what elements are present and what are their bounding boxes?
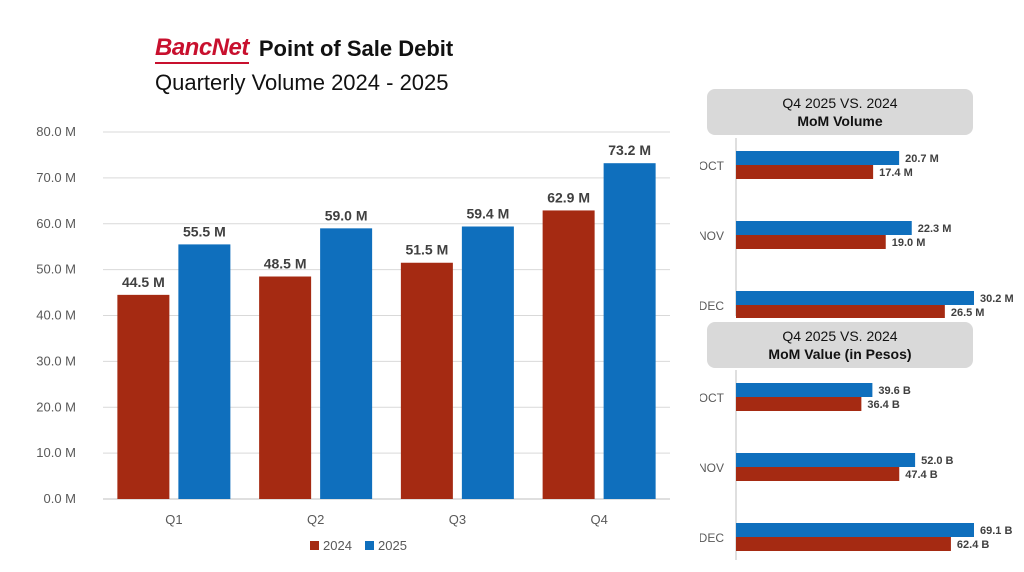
bar-2025 (736, 383, 873, 397)
bar-2024 (736, 235, 886, 249)
y-tick-label: 0.0 M (43, 491, 76, 506)
category-label: NOV (700, 229, 724, 243)
data-label: 48.5 M (264, 256, 307, 272)
category-label: OCT (700, 159, 725, 173)
x-tick-label: Q4 (590, 512, 607, 527)
data-label: 39.6 B (878, 385, 910, 397)
bar-2024 (117, 294, 170, 499)
y-tick-label: 50.0 M (36, 262, 76, 277)
legend-label-2025: 2025 (378, 538, 407, 553)
bar-2025 (320, 228, 373, 499)
mom-volume-chart: OCT 20.7 M 17.4 M NOV 22.3 M 19.0 M DEC 30.2 M 2… (700, 138, 1014, 318)
data-label: 69.1 B (980, 525, 1012, 537)
y-tick-label: 80.0 M (36, 124, 76, 139)
bar-2025 (603, 163, 656, 499)
bar-2024 (736, 397, 862, 411)
bar-2024 (736, 305, 945, 318)
data-label: 30.2 M (980, 293, 1014, 305)
category-label: OCT (700, 391, 725, 405)
x-tick-label: Q3 (449, 512, 466, 527)
x-tick-label: Q1 (165, 512, 182, 527)
data-label: 47.4 B (905, 469, 937, 481)
bar-2025 (736, 151, 900, 165)
value-panel-title-line1: Q4 2025 VS. 2024 (782, 328, 898, 344)
bar-2024 (736, 165, 874, 179)
value-panel-title-line2: MoM Value (in Pesos) (768, 346, 912, 362)
bar-2025 (736, 221, 912, 235)
data-label: 26.5 M (951, 307, 985, 318)
category-label: DEC (700, 299, 724, 313)
y-tick-label: 70.0 M (36, 170, 76, 185)
data-label: 52.0 B (921, 455, 953, 467)
data-label: 55.5 M (183, 223, 226, 239)
data-label: 44.5 M (122, 274, 165, 290)
bar-2024 (259, 276, 312, 499)
bar-2024 (736, 537, 951, 551)
legend-swatch-2024 (310, 541, 319, 550)
bancnet-logo: BancNet (155, 34, 249, 64)
chart-header: BancNet Point of Sale Debit Quarterly Vo… (155, 34, 453, 96)
data-label: 59.4 M (466, 206, 509, 222)
y-tick-label: 60.0 M (36, 216, 76, 231)
bar-2025 (736, 523, 974, 537)
data-label: 62.4 B (957, 539, 989, 551)
volume-panel-title-line1: Q4 2025 VS. 2024 (782, 95, 898, 111)
data-label: 51.5 M (405, 242, 448, 258)
brand-row: BancNet Point of Sale Debit (155, 34, 453, 64)
bar-2024 (542, 210, 595, 500)
category-label: NOV (700, 461, 724, 475)
x-tick-label: Q2 (307, 512, 324, 527)
y-tick-label: 30.0 M (36, 353, 76, 368)
y-tick-label: 10.0 M (36, 445, 76, 460)
legend-swatch-2025 (365, 541, 374, 550)
data-label: 20.7 M (905, 153, 939, 165)
quarterly-volume-chart: 0.0 M 10.0 M 20.0 M 30.0 M 40.0 M 50.0 M 60.0 … (36, 124, 670, 553)
data-label: 19.0 M (892, 237, 926, 249)
chart-subtitle: Quarterly Volume 2024 - 2025 (155, 70, 449, 95)
y-tick-label: 20.0 M (36, 399, 76, 414)
volume-panel-header: Q4 2025 VS. 2024 MoM Volume (707, 89, 973, 135)
data-label: 17.4 M (879, 167, 913, 179)
data-label: 36.4 B (867, 399, 899, 411)
y-tick-label: 40.0 M (36, 308, 76, 323)
data-label: 59.0 M (325, 207, 368, 223)
data-label: 62.9 M (547, 189, 590, 205)
chart-title: Point of Sale Debit (258, 36, 454, 61)
bar-2025 (178, 244, 231, 499)
mom-value-chart: OCT 39.6 B 36.4 B NOV 52.0 B 47.4 B DEC 69.1 B 6… (700, 370, 1012, 560)
bar-2024 (736, 467, 900, 481)
legend-label-2024: 2024 (323, 538, 352, 553)
value-panel-header: Q4 2025 VS. 2024 MoM Value (in Pesos) (707, 322, 973, 368)
bar-2025 (736, 453, 916, 467)
category-label: DEC (700, 531, 724, 545)
volume-panel-title-line2: MoM Volume (797, 113, 883, 129)
data-label: 22.3 M (918, 223, 952, 235)
bar-2025 (461, 226, 514, 499)
bar-2025 (736, 291, 974, 305)
bar-2024 (400, 262, 453, 499)
data-label: 73.2 M (608, 142, 651, 158)
